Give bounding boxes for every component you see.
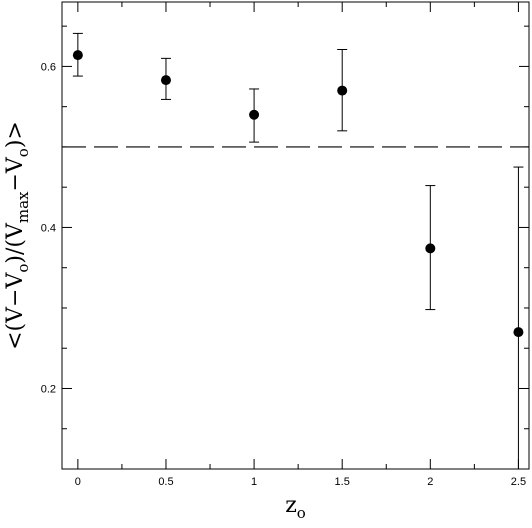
y-axis-label-sub: max <box>14 191 32 223</box>
plot-frame <box>61 1 530 470</box>
data-point <box>249 109 260 120</box>
x-tick-label: 1.5 <box>335 476 350 488</box>
y-axis-label: <(V−Vo)/(Vmax−Vo)> <box>3 121 32 350</box>
axis-labels: zo<(V−Vo)/(Vmax−Vo)> <box>3 121 306 522</box>
y-axis-label-sub: o <box>14 264 32 273</box>
x-tick-label: 1 <box>251 476 257 488</box>
y-tick-label: 0.6 <box>41 61 56 73</box>
axis-ticks: 0 0.5 1 1.5 2 2.5 0.2 0.4 0.6 <box>41 2 529 488</box>
data-point <box>513 327 524 338</box>
data-point <box>72 50 83 61</box>
y-axis-label-sub: o <box>14 148 32 157</box>
data-point-group <box>425 185 436 311</box>
y-axis-label-part: )/(V <box>3 222 28 264</box>
data-point <box>425 243 436 254</box>
x-tick-label: 2.5 <box>511 476 526 488</box>
data-point-group <box>160 57 171 100</box>
y-axis-label-part: )> <box>3 121 28 148</box>
y-axis-label-part: −V <box>3 156 28 191</box>
data-point-group <box>249 88 260 143</box>
y-axis-label-part: <(V−V <box>3 272 28 350</box>
data-point-group <box>337 49 348 132</box>
data-point <box>160 75 171 86</box>
data-point-group <box>72 32 83 77</box>
x-axis-label: zo <box>285 493 306 522</box>
x-axis-label-main: z <box>285 493 297 518</box>
y-tick-label: 0.2 <box>41 383 56 395</box>
x-axis-label-sub: o <box>297 504 306 522</box>
x-tick-label: 2 <box>427 476 433 488</box>
x-tick-label: 0 <box>75 476 81 488</box>
data-point <box>337 85 348 96</box>
data-point-group <box>513 166 524 470</box>
x-tick-label: 0.5 <box>158 476 173 488</box>
y-tick-label: 0.4 <box>41 222 56 234</box>
data-points <box>72 32 524 470</box>
